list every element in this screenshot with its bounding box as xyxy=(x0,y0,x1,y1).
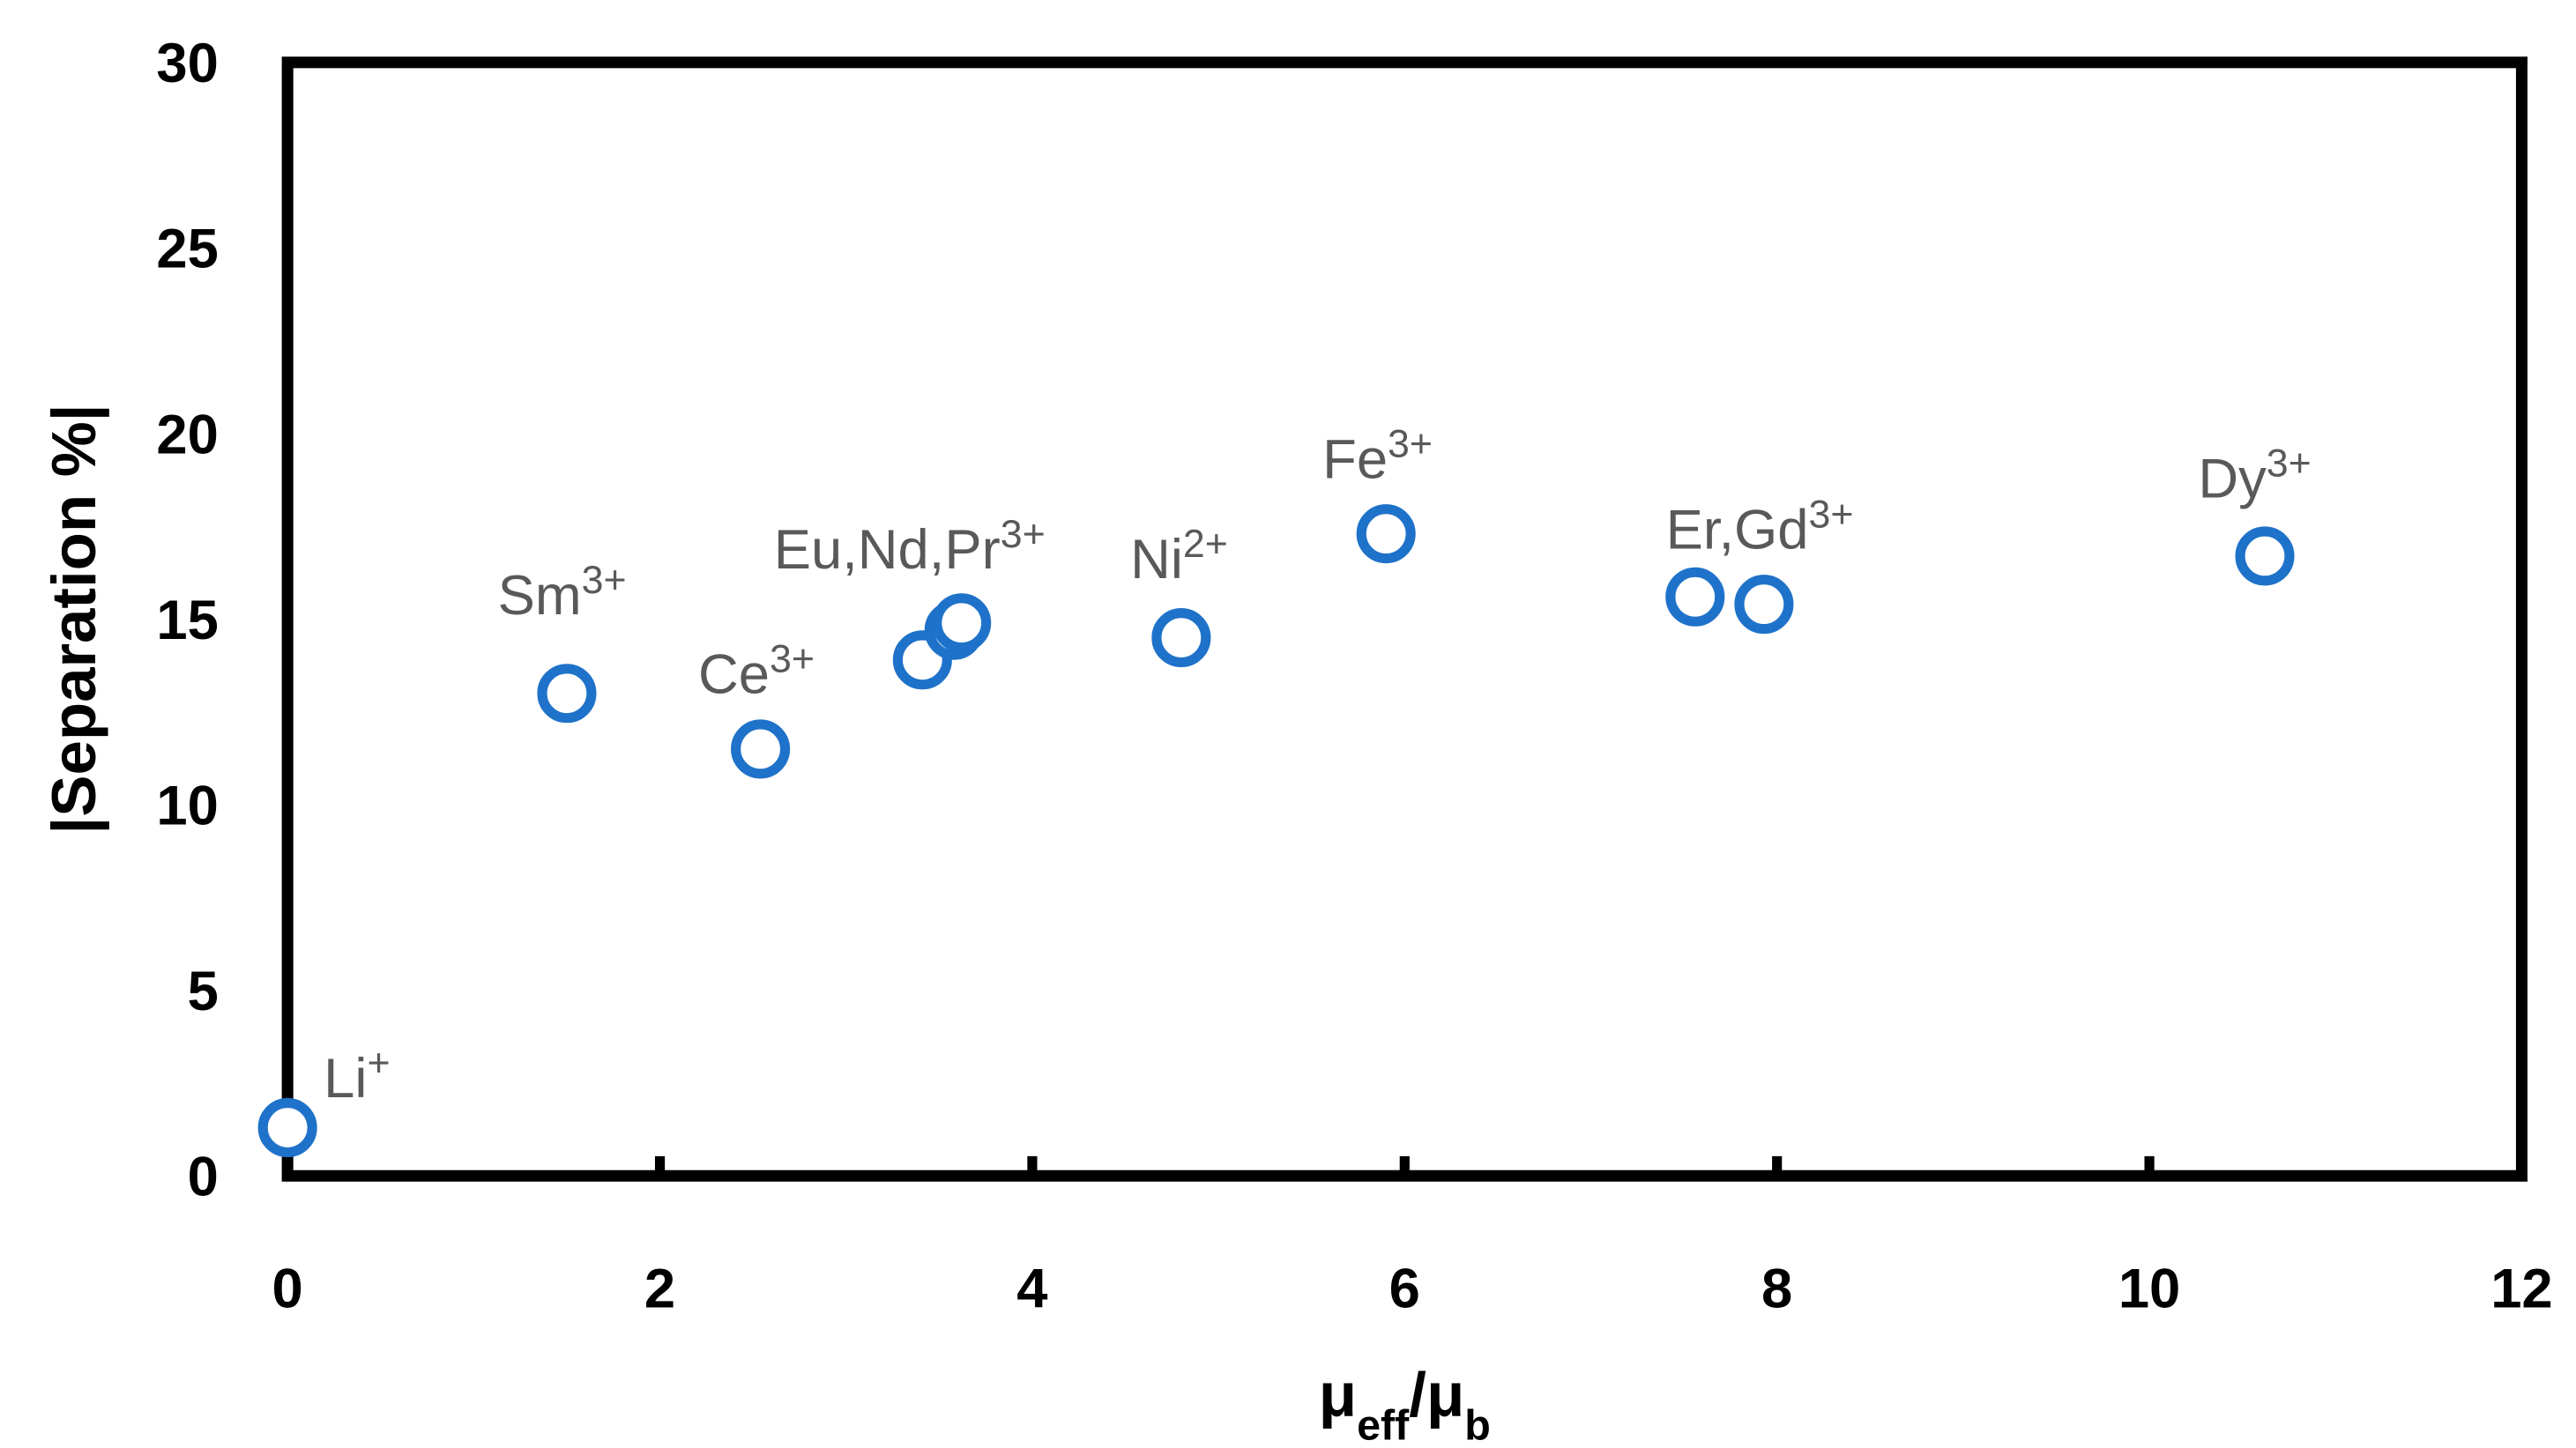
x-axis-label-part: μ xyxy=(1319,1360,1357,1429)
data-point xyxy=(1734,575,1794,635)
point-annotation: Eu,Nd,Pr3+ xyxy=(774,512,1046,581)
point-annotation: Fe3+ xyxy=(1322,422,1433,491)
data-point xyxy=(537,664,597,724)
data-point xyxy=(731,719,791,779)
data-point xyxy=(2235,526,2295,586)
data-point xyxy=(257,1097,317,1158)
data-point xyxy=(1665,567,1725,627)
annotation-text: Eu,Nd,Pr xyxy=(774,519,1001,581)
point-annotation: Ce3+ xyxy=(698,637,815,705)
y-tick-label: 10 xyxy=(156,775,218,836)
data-point xyxy=(1356,504,1416,564)
y-tick-label: 5 xyxy=(188,961,219,1022)
data-point xyxy=(1151,608,1211,668)
x-axis-label-part: /μ xyxy=(1409,1360,1464,1429)
y-axis-label: |Separation %| xyxy=(40,404,109,834)
annotation-text: Li xyxy=(324,1048,367,1110)
point-annotation: Er,Gd3+ xyxy=(1666,493,1854,561)
point-annotation: Ni2+ xyxy=(1130,522,1228,590)
annotation-sup: 3+ xyxy=(1388,422,1433,465)
x-tick-label: 10 xyxy=(2118,1258,2180,1319)
annotation-sup: 3+ xyxy=(1001,512,1046,555)
y-tick-label: 20 xyxy=(156,404,218,465)
x-tick-label: 2 xyxy=(644,1258,675,1319)
annotation-text: Dy xyxy=(2198,449,2267,510)
x-axis-label: μeff/μb xyxy=(1319,1360,1491,1448)
annotation-sup: 3+ xyxy=(1809,493,1854,536)
annotation-sup: 3+ xyxy=(582,558,627,601)
y-tick-label: 25 xyxy=(156,219,218,280)
annotation-sup: 3+ xyxy=(2267,442,2312,485)
annotation-text: Er,Gd xyxy=(1666,499,1809,561)
x-tick-label: 8 xyxy=(1761,1258,1792,1319)
annotation-sup: 2+ xyxy=(1183,522,1228,565)
x-tick-label: 6 xyxy=(1389,1258,1420,1319)
y-tick-label: 15 xyxy=(156,590,218,651)
x-tick-label: 0 xyxy=(272,1258,303,1319)
point-annotation: Li+ xyxy=(324,1041,390,1110)
annotation-text: Ce xyxy=(698,643,770,705)
point-annotation: Dy3+ xyxy=(2198,442,2311,510)
x-tick-label: 4 xyxy=(1016,1258,1047,1319)
annotation-text: Ni xyxy=(1130,529,1183,590)
y-tick-label: 30 xyxy=(156,33,218,94)
x-axis-label-part: eff xyxy=(1357,1401,1410,1448)
annotation-sup: + xyxy=(367,1041,390,1084)
data-point xyxy=(932,593,992,653)
point-annotation: Sm3+ xyxy=(498,558,627,626)
annotation-text: Fe xyxy=(1322,428,1388,490)
annotation-text: Sm xyxy=(498,565,582,627)
plot-frame xyxy=(281,56,2528,1182)
x-axis-label-part: b xyxy=(1464,1401,1491,1448)
annotation-sup: 3+ xyxy=(770,637,815,680)
y-tick-label: 0 xyxy=(188,1147,219,1208)
x-tick-label: 12 xyxy=(2490,1258,2552,1319)
